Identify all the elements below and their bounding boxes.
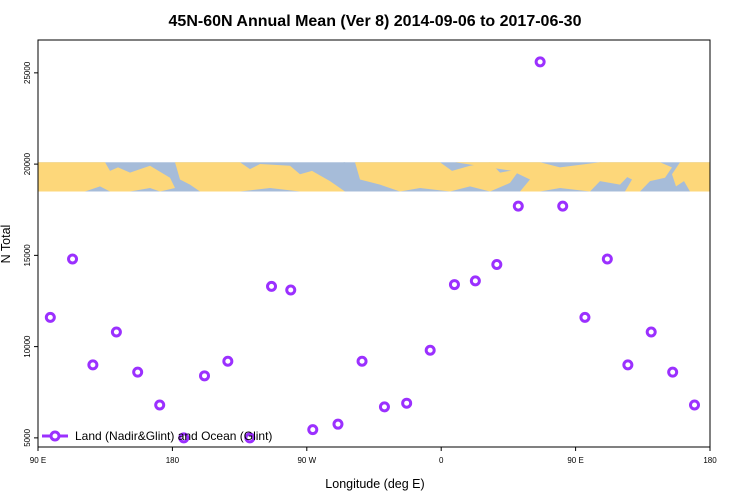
x-tick-label: 90 W bbox=[297, 456, 316, 465]
data-point bbox=[534, 56, 546, 68]
data-point bbox=[199, 370, 211, 382]
legend-label: Land (Nadir&Glint) and Ocean (Glint) bbox=[75, 429, 272, 443]
data-points bbox=[44, 56, 701, 444]
x-tick-label: 180 bbox=[166, 456, 180, 465]
data-point bbox=[244, 432, 256, 444]
y-axis: 5000 10000 15000 20000 25000 bbox=[23, 61, 38, 447]
data-point bbox=[378, 401, 390, 413]
chart-title: 45N-60N Annual Mean (Ver 8) 2014-09-06 t… bbox=[169, 13, 582, 30]
data-point bbox=[285, 284, 297, 296]
data-point bbox=[110, 326, 122, 338]
x-tick-label: 90 E bbox=[30, 456, 46, 465]
data-point bbox=[266, 280, 278, 292]
x-tick-label: 0 bbox=[439, 456, 444, 465]
data-point bbox=[601, 253, 613, 265]
data-point bbox=[307, 424, 319, 436]
plot-frame bbox=[37, 39, 711, 448]
data-point bbox=[87, 359, 99, 371]
data-point bbox=[469, 275, 481, 287]
x-tick-label: 180 bbox=[703, 456, 717, 465]
data-point bbox=[557, 200, 569, 212]
data-point bbox=[645, 326, 657, 338]
y-tick-label: 15000 bbox=[23, 244, 32, 267]
data-point bbox=[424, 344, 436, 356]
data-point bbox=[689, 399, 701, 411]
world-map-band bbox=[38, 162, 710, 192]
y-tick-label: 10000 bbox=[23, 335, 32, 358]
y-tick-label: 5000 bbox=[23, 428, 32, 446]
y-axis-label: N Total bbox=[0, 225, 13, 264]
data-point bbox=[44, 311, 56, 323]
legend: Land (Nadir&Glint) and Ocean (Glint) bbox=[42, 429, 272, 443]
data-point bbox=[667, 366, 679, 378]
y-tick-label: 20000 bbox=[23, 152, 32, 175]
data-point bbox=[491, 258, 503, 270]
data-point bbox=[579, 311, 591, 323]
data-point bbox=[512, 200, 524, 212]
x-axis-label: Longitude (deg E) bbox=[325, 477, 424, 491]
data-point bbox=[67, 253, 79, 265]
y-tick-label: 25000 bbox=[23, 61, 32, 84]
data-point bbox=[448, 279, 460, 291]
data-point bbox=[154, 399, 166, 411]
data-point bbox=[178, 432, 190, 444]
data-point bbox=[401, 397, 413, 409]
data-point bbox=[622, 359, 634, 371]
data-point bbox=[356, 355, 368, 367]
legend-marker-swatch bbox=[49, 430, 61, 442]
x-axis: 90 E 180 90 W 0 90 E 180 bbox=[30, 447, 717, 465]
x-tick-label: 90 E bbox=[567, 456, 583, 465]
data-point bbox=[222, 355, 234, 367]
data-point bbox=[132, 366, 144, 378]
data-point bbox=[332, 418, 344, 430]
